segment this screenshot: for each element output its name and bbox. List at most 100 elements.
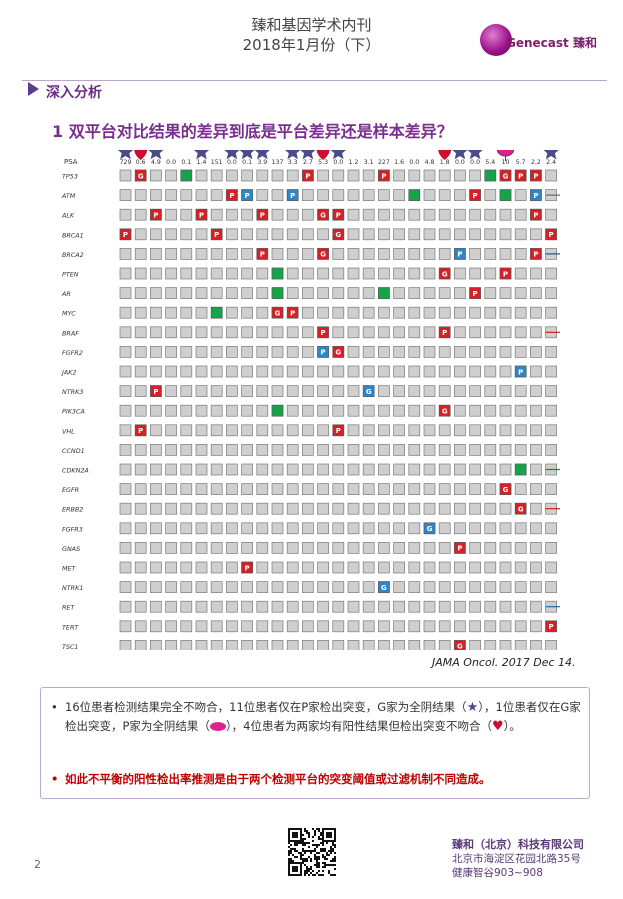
psa-value: 3.9 — [257, 159, 267, 166]
mutation-letter: P — [533, 172, 538, 180]
grid-cell — [499, 287, 512, 299]
grid-cell — [317, 228, 329, 241]
grid-cell — [286, 522, 299, 535]
grid-cell — [165, 502, 177, 515]
grid-cell — [545, 542, 557, 554]
grid-cell — [302, 444, 314, 456]
grid-cell — [226, 346, 238, 358]
grid-cell — [119, 483, 132, 495]
mutation-cell — [256, 208, 269, 221]
grid-cell — [545, 208, 557, 221]
grid-cell — [484, 542, 497, 554]
gene-label: FGFR2 — [62, 349, 83, 357]
grid-cell — [393, 640, 405, 650]
grid-cell — [423, 483, 436, 495]
grid-cell — [302, 306, 314, 319]
grid-cell — [256, 228, 269, 241]
grid-cell — [454, 463, 466, 476]
grid-cell — [256, 189, 269, 201]
mutation-letter: G — [442, 270, 448, 278]
grid-cell — [514, 424, 527, 437]
grid-cell — [438, 248, 451, 260]
grid-cell — [302, 208, 314, 221]
gene-label: ATM — [61, 192, 76, 200]
gene-label: ALK — [61, 212, 75, 220]
grid-cell — [165, 522, 177, 535]
grid-cell — [378, 346, 390, 358]
grid-cell — [302, 287, 314, 299]
grid-cell — [180, 502, 193, 515]
grid-cell — [408, 346, 421, 358]
grid-cell — [165, 306, 177, 319]
mutation-letter: P — [260, 212, 265, 220]
star-icon — [193, 150, 210, 160]
mutation-cell — [530, 169, 542, 182]
grid-cell — [484, 228, 497, 241]
mutation-letter: P — [290, 310, 295, 318]
grid-cell — [378, 326, 390, 339]
grid-cell — [393, 483, 405, 495]
grid-cell — [150, 248, 162, 260]
gene-label: CDKN2A — [62, 467, 89, 475]
grid-cell — [134, 228, 147, 241]
grid-cell — [150, 326, 162, 339]
grid-cell — [226, 385, 238, 397]
grid-cell — [438, 640, 451, 650]
gene-label: BRAF — [62, 329, 79, 337]
mutation-letter: G — [320, 251, 326, 259]
grid-cell — [438, 502, 451, 515]
grid-cell — [256, 169, 269, 182]
grid-cell — [347, 228, 360, 241]
mutation-letter: P — [260, 251, 265, 259]
grid-cell — [484, 365, 497, 378]
grid-cell — [210, 581, 223, 593]
star-icon — [467, 150, 483, 160]
grid-cell — [393, 522, 405, 535]
grid-cell — [256, 620, 269, 633]
grid-cell — [271, 561, 284, 574]
grid-cell — [499, 326, 512, 339]
grid-cell — [438, 522, 451, 535]
grid-cell — [438, 424, 451, 437]
grid-cell — [530, 424, 542, 437]
mutation-letter: P — [214, 231, 219, 239]
grid-cell — [362, 600, 375, 613]
grid-cell — [408, 385, 421, 397]
grid-cell — [317, 365, 329, 378]
grid-cell — [438, 463, 451, 476]
grid-cell — [469, 483, 481, 495]
grid-cell — [545, 640, 557, 650]
mutation-letter: P — [305, 172, 310, 180]
mutation-cell — [530, 248, 542, 260]
grid-cell — [362, 502, 375, 515]
grid-cell — [317, 542, 329, 554]
grid-cell — [134, 365, 147, 378]
grid-cell — [150, 463, 162, 476]
psa-value: 2.4 — [546, 159, 556, 166]
grid-cell — [423, 346, 436, 358]
grid-cell — [134, 444, 147, 456]
grid-cell — [226, 463, 238, 476]
mutation-cell — [195, 208, 208, 221]
grid-cell — [165, 228, 177, 241]
grid-cell — [393, 463, 405, 476]
grid-cell — [241, 502, 253, 515]
grid-cell — [271, 365, 284, 378]
grid-cell — [408, 463, 421, 476]
gene-label: FGFR3 — [62, 525, 83, 533]
grid-cell — [134, 542, 147, 554]
grid-cell — [362, 346, 375, 358]
grid-cell — [332, 561, 345, 574]
grid-cell — [469, 365, 481, 378]
grid-cell — [454, 502, 466, 515]
mutation-cell — [362, 385, 375, 397]
grid-cell — [210, 248, 223, 260]
star-icon — [543, 150, 559, 160]
grid-cell — [393, 208, 405, 221]
grid-cell — [256, 502, 269, 515]
grid-cell — [119, 208, 132, 221]
grid-cell — [423, 385, 436, 397]
bullet: • — [51, 772, 59, 786]
grid-cell — [165, 581, 177, 593]
grid-cell — [393, 346, 405, 358]
